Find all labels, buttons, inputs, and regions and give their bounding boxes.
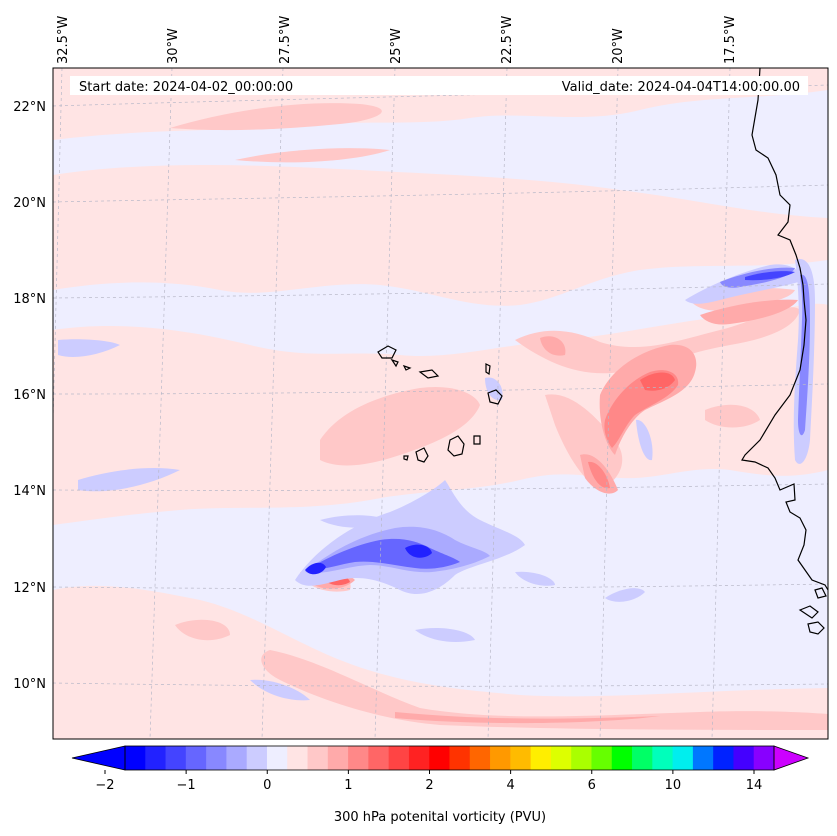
colorbar-cell xyxy=(327,746,349,770)
colorbar: −2 −1 0 1 2 4 6 10 14 300 hPa potenital vorticit… xyxy=(71,745,810,825)
colorbar-cell xyxy=(287,746,309,770)
africa-coastline xyxy=(741,68,828,591)
colorbar-cell xyxy=(672,746,694,770)
colorbar-cell xyxy=(125,746,146,770)
colorbar-cell xyxy=(307,746,329,770)
colorbar-cell xyxy=(733,746,755,770)
colorbar-cell xyxy=(429,746,450,770)
start-date-label: Start date: 2024-04-02_00:00:00 xyxy=(79,80,293,95)
colorbar-cell xyxy=(713,746,734,770)
colorbar-ticks: −2 −1 0 1 2 4 6 10 14 xyxy=(95,770,762,793)
colorbar-cell xyxy=(530,746,552,770)
colorbar-cell xyxy=(550,746,572,770)
colorbar-cell xyxy=(469,746,491,770)
latitude-labels: 22°N 20°N 18°N 16°N 14°N 12°N 10°N xyxy=(13,100,46,692)
lat-label: 14°N xyxy=(13,484,46,499)
lat-label: 12°N xyxy=(13,581,46,596)
longitude-labels: 32.5°W 30°W 27.5°W 25°W 22.5°W 20°W 17.5… xyxy=(56,16,738,64)
colorbar-cell xyxy=(408,746,430,770)
colorbar-cell xyxy=(368,746,390,770)
lat-label: 20°N xyxy=(13,196,46,211)
colorbar-cell xyxy=(510,746,532,770)
colorbar-tick-label: 10 xyxy=(665,778,682,793)
colorbar-tick-label: −2 xyxy=(95,778,114,793)
colorbar-cell xyxy=(348,746,369,770)
colorbar-tick-label: 4 xyxy=(506,778,514,793)
colorbar-cell xyxy=(632,746,653,770)
africa-coastline-islands xyxy=(798,587,827,635)
lat-label: 22°N xyxy=(13,100,46,115)
colorbar-cell xyxy=(692,746,714,770)
colorbar-tick-label: 0 xyxy=(263,778,271,793)
colorbar-cell xyxy=(206,746,227,770)
colorbar-tick-label: 2 xyxy=(425,778,433,793)
lat-label: 16°N xyxy=(13,388,46,403)
lat-label: 18°N xyxy=(13,292,46,307)
colorbar-tick-label: 6 xyxy=(588,778,596,793)
colorbar-tick-label: 1 xyxy=(344,778,352,793)
colorbar-tick-label: 14 xyxy=(746,778,763,793)
colorbar-extend-low xyxy=(71,745,126,771)
colorbar-label: 300 hPa potenital vorticity (PVU) xyxy=(334,810,546,825)
lon-label: 30°W xyxy=(166,28,181,64)
pv-positive-medium xyxy=(170,103,828,730)
pv-negative xyxy=(58,259,815,701)
map-frame xyxy=(52,67,829,740)
lon-label: 22.5°W xyxy=(500,16,515,64)
colorbar-cell xyxy=(246,746,268,770)
colorbar-cell xyxy=(591,746,613,770)
colorbar-cell xyxy=(449,746,471,770)
colorbar-cell xyxy=(652,746,674,770)
colorbar-extend-high xyxy=(773,745,810,771)
colorbar-cell xyxy=(185,746,207,770)
map-panel xyxy=(53,68,828,739)
cape-verde-islands xyxy=(377,345,503,463)
lon-label: 25°W xyxy=(389,28,404,64)
colorbar-cell xyxy=(611,746,633,770)
lon-label: 32.5°W xyxy=(56,16,71,64)
valid-date-label: Valid_date: 2024-04-04T14:00:00.00 xyxy=(562,80,800,95)
colorbar-cell xyxy=(226,746,248,770)
colorbar-cell xyxy=(753,746,775,770)
colorbar-cell xyxy=(266,746,288,770)
colorbar-cell xyxy=(571,746,592,770)
colorbar-tick-label: −1 xyxy=(177,778,196,793)
colorbar-cell xyxy=(388,746,410,770)
colorbar-frame xyxy=(124,745,775,771)
date-banner xyxy=(70,76,808,95)
colorbar-cell xyxy=(145,746,167,770)
lon-label: 17.5°W xyxy=(723,16,738,64)
colorbar-cell xyxy=(165,746,187,770)
colorbar-cell xyxy=(490,746,511,770)
colorbar-cells xyxy=(125,746,775,770)
lat-label: 10°N xyxy=(13,677,46,692)
lon-label: 20°W xyxy=(611,28,626,64)
lon-label: 27.5°W xyxy=(278,16,293,64)
graticule xyxy=(53,68,828,739)
